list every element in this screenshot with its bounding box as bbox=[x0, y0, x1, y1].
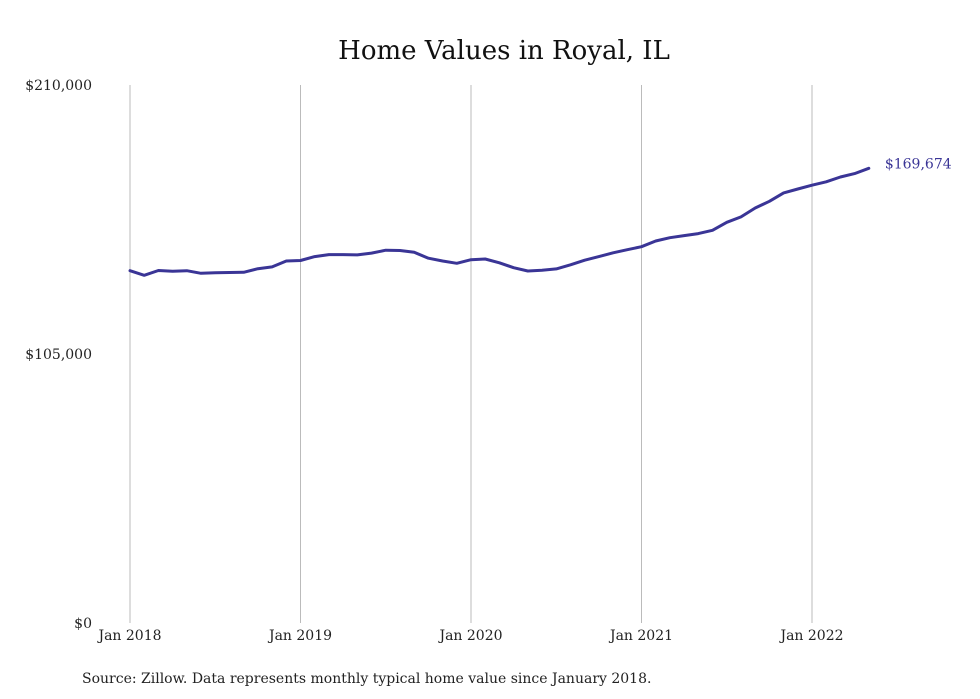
grid-lines bbox=[129, 85, 813, 623]
y-tick-label: $0 bbox=[74, 616, 92, 632]
x-tick-label: Jan 2022 bbox=[778, 628, 843, 644]
chart-title: Home Values in Royal, IL bbox=[338, 36, 670, 66]
x-tick-label: Jan 2019 bbox=[267, 628, 332, 644]
x-tick-label: Jan 2020 bbox=[437, 628, 502, 644]
x-axis-ticks: Jan 2018 Jan 2019 Jan 2020 Jan 2021 Jan 2022 bbox=[96, 628, 843, 644]
source-note: Source: Zillow. Data represents monthly … bbox=[82, 671, 651, 687]
x-tick-label: Jan 2018 bbox=[96, 628, 161, 644]
y-tick-label: $105,000 bbox=[25, 347, 92, 363]
y-tick-label: $210,000 bbox=[25, 78, 92, 94]
home-value-line bbox=[128, 166, 871, 277]
end-value-label: $169,674 bbox=[885, 156, 952, 172]
x-tick-label: Jan 2021 bbox=[608, 628, 673, 644]
y-axis-ticks: $0 $105,000 $210,000 bbox=[25, 78, 92, 632]
